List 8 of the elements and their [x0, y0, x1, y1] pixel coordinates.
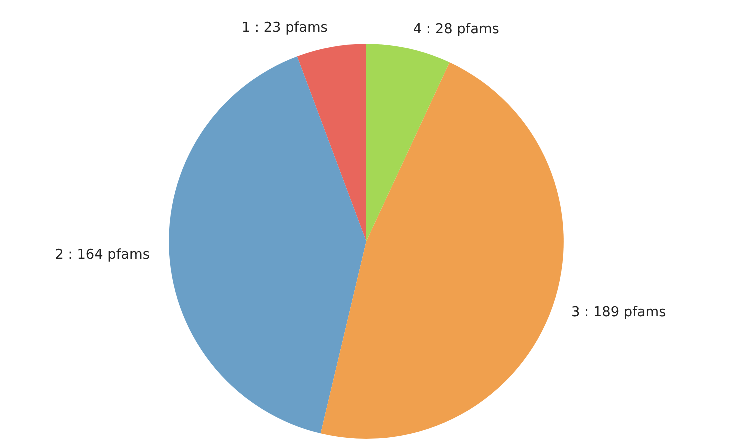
pie-slice [320, 62, 564, 439]
slice-label: 4 : 28 pfams [413, 22, 500, 38]
slice-label: 1 : 23 pfams [242, 20, 328, 36]
pie-slice [297, 44, 366, 242]
slice-label: 2 : 164 pfams [55, 246, 150, 263]
slice-label: 3 : 189 pfams [571, 304, 666, 321]
pie-slice [169, 56, 366, 434]
pie-slice [366, 44, 450, 242]
